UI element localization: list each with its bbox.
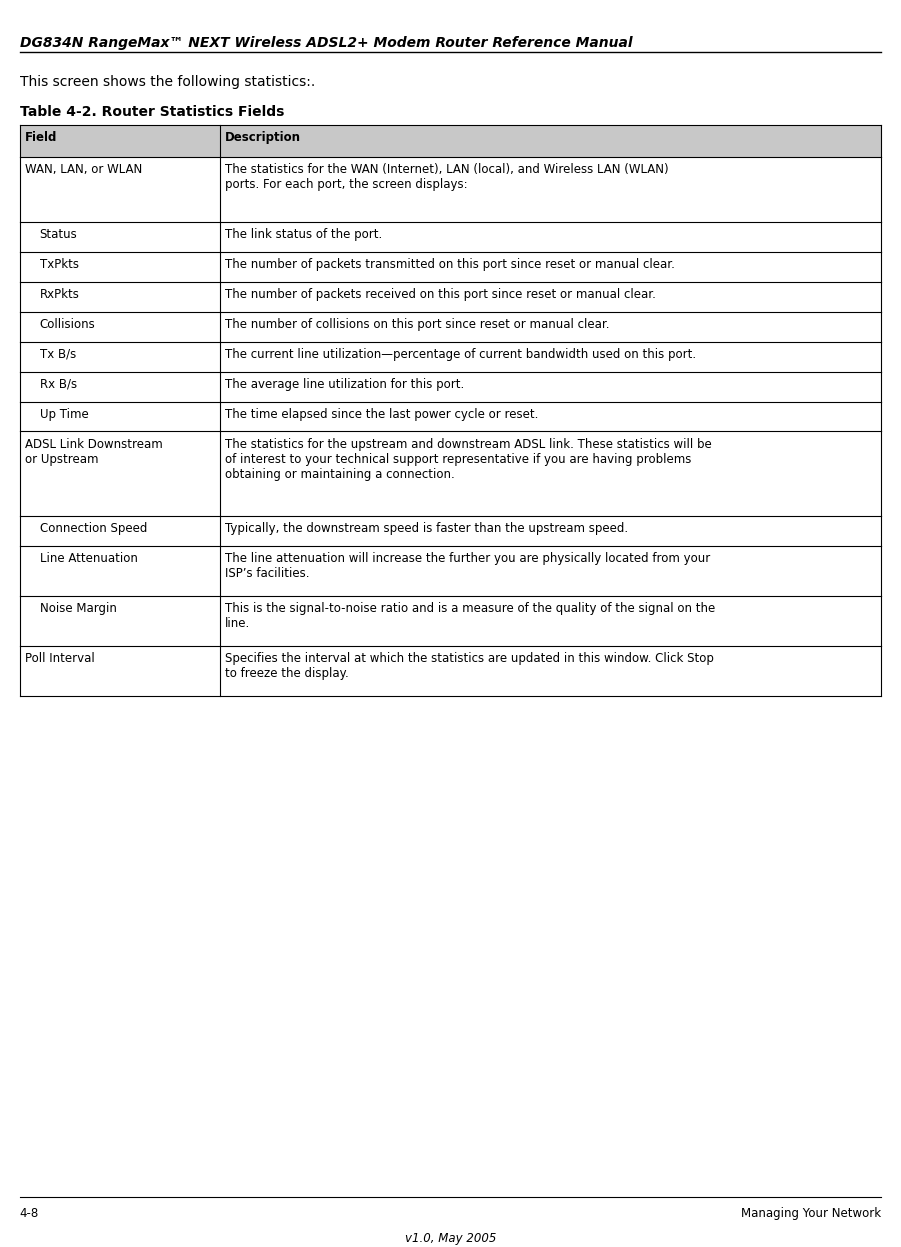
Text: The link status of the port.: The link status of the port.: [225, 228, 382, 241]
Bar: [20, 596, 881, 646]
Text: The current line utilization—percentage of current bandwidth used on this port.: The current line utilization—percentage …: [225, 348, 696, 360]
Text: Tx B/s: Tx B/s: [40, 348, 76, 360]
Text: The line attenuation will increase the further you are physically located from y: The line attenuation will increase the f…: [225, 552, 710, 580]
Text: Noise Margin: Noise Margin: [40, 602, 116, 615]
Text: Status: Status: [40, 228, 77, 241]
Bar: [20, 546, 881, 596]
Text: Poll Interval: Poll Interval: [25, 652, 95, 665]
Text: The number of packets transmitted on this port since reset or manual clear.: The number of packets transmitted on thi…: [225, 258, 675, 271]
Text: The number of packets received on this port since reset or manual clear.: The number of packets received on this p…: [225, 288, 656, 301]
Text: This screen shows the following statistics:.: This screen shows the following statisti…: [20, 75, 315, 89]
Bar: [20, 402, 881, 431]
Text: The average line utilization for this port.: The average line utilization for this po…: [225, 378, 464, 390]
Text: RxPkts: RxPkts: [40, 288, 79, 301]
Bar: [20, 646, 881, 696]
Text: Field: Field: [25, 131, 58, 143]
Bar: [20, 222, 881, 252]
Bar: [20, 342, 881, 372]
Text: Up Time: Up Time: [40, 408, 88, 420]
Text: Table 4-2. Router Statistics Fields: Table 4-2. Router Statistics Fields: [20, 105, 284, 118]
Text: The statistics for the WAN (Internet), LAN (local), and Wireless LAN (WLAN)
port: The statistics for the WAN (Internet), L…: [225, 163, 669, 191]
Text: WAN, LAN, or WLAN: WAN, LAN, or WLAN: [25, 163, 142, 176]
Text: TxPkts: TxPkts: [40, 258, 78, 271]
Text: The number of collisions on this port since reset or manual clear.: The number of collisions on this port si…: [225, 318, 610, 330]
Text: The statistics for the upstream and downstream ADSL link. These statistics will : The statistics for the upstream and down…: [225, 438, 712, 480]
Bar: [20, 312, 881, 342]
Bar: [20, 157, 881, 222]
Text: v1.0, May 2005: v1.0, May 2005: [405, 1232, 496, 1245]
Bar: [20, 125, 881, 157]
Text: Rx B/s: Rx B/s: [40, 378, 77, 390]
Bar: [20, 282, 881, 312]
Text: ADSL Link Downstream
or Upstream: ADSL Link Downstream or Upstream: [25, 438, 163, 465]
Text: 4-8: 4-8: [20, 1207, 39, 1220]
Text: Specifies the interval at which the statistics are updated in this window. Click: Specifies the interval at which the stat…: [225, 652, 714, 680]
Text: Managing Your Network: Managing Your Network: [741, 1207, 881, 1220]
Text: Collisions: Collisions: [40, 318, 96, 330]
Text: DG834N RangeMax™ NEXT Wireless ADSL2+ Modem Router Reference Manual: DG834N RangeMax™ NEXT Wireless ADSL2+ Mo…: [20, 36, 633, 50]
Text: Description: Description: [225, 131, 301, 143]
Text: The time elapsed since the last power cycle or reset.: The time elapsed since the last power cy…: [225, 408, 539, 420]
Text: This is the signal-to-noise ratio and is a measure of the quality of the signal : This is the signal-to-noise ratio and is…: [225, 602, 715, 630]
Bar: [20, 431, 881, 516]
Text: Typically, the downstream speed is faster than the upstream speed.: Typically, the downstream speed is faste…: [225, 522, 628, 535]
Bar: [20, 372, 881, 402]
Text: Connection Speed: Connection Speed: [40, 522, 147, 535]
Bar: [20, 252, 881, 282]
Text: Line Attenuation: Line Attenuation: [40, 552, 138, 565]
Bar: [20, 516, 881, 546]
